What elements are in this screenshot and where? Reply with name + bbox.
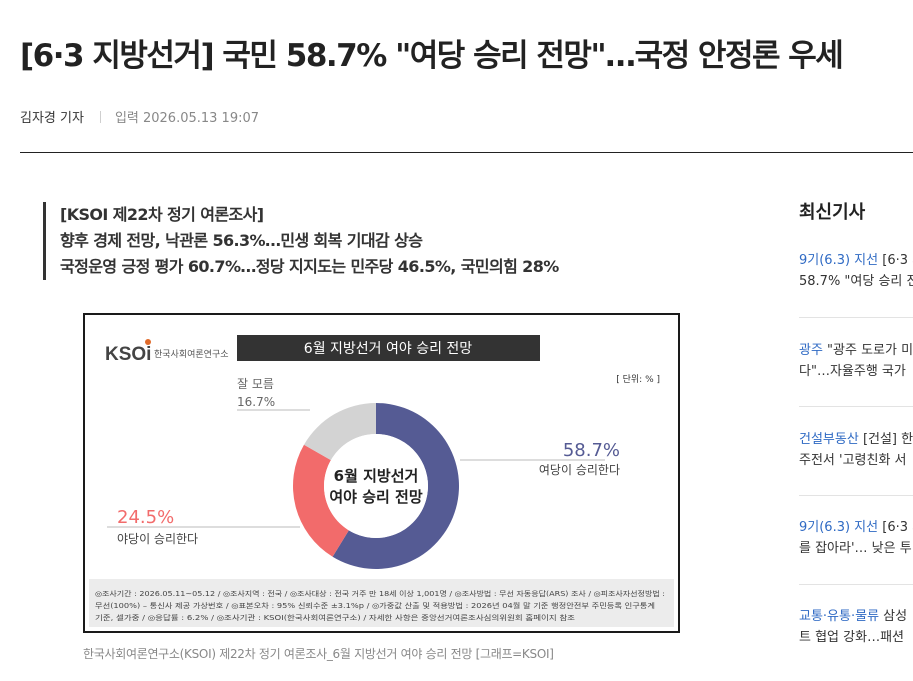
- footnote-line: 무선(100%) – 통신사 제공 가상번호 / ◎표본오차 : 95% 신뢰수…: [95, 601, 655, 610]
- reporter-name[interactable]: 김자경 기자: [20, 111, 84, 126]
- article-title-line[interactable]: [6·3 지방선거] 국민: [882, 253, 913, 268]
- donut-center-line1: 6월 지방선거: [334, 467, 419, 485]
- unknown-category-label: 잘 모름: [237, 377, 274, 391]
- footnote-line: ◎조사기간 : 2026.05.11~05.12 / ◎조사지역 : 전국 / …: [95, 589, 665, 598]
- article-category-link[interactable]: 9기(6.3) 지선: [799, 253, 879, 268]
- footnote-box: [89, 579, 674, 627]
- article-title-line[interactable]: 주전서 '고령친화 서: [799, 453, 907, 468]
- article-title-line[interactable]: [6·3 지: [882, 520, 913, 535]
- subtitle-line: 국정운영 긍정 평가 60.7%…정당 지지도는 민주당 46.5%, 국민의힘…: [60, 257, 559, 276]
- article-category-link[interactable]: 9기(6.3) 지선: [799, 520, 879, 535]
- latest-article-item[interactable]: 건설부동산 [건설] 한 주전서 '고령친화 서: [799, 429, 913, 471]
- unknown-value-label: 16.7%: [237, 395, 275, 409]
- article-title-line[interactable]: 다"…자율주행 국가: [799, 364, 906, 379]
- donut-slice-ruling: [332, 403, 459, 569]
- ksoi-logo: KSOi: [105, 344, 151, 365]
- donut-slice-unknown: [303, 403, 376, 461]
- donut-slice-opposition: [292, 444, 349, 557]
- article-subtitles: [KSOI 제22차 정기 여론조사] 향후 경제 전망, 낙관론 56.3%……: [43, 202, 559, 280]
- published-time: 입력 2026.05.13 19:07: [114, 111, 260, 126]
- unit-label: [ 단위: % ]: [616, 374, 660, 385]
- article-title-line[interactable]: 삼성: [879, 609, 908, 624]
- subtitle-line: [KSOI 제22차 정기 여론조사]: [60, 205, 264, 224]
- latest-article-item[interactable]: 9기(6.3) 지선 [6·3 지 를 잡아라'… 낮은 투: [799, 517, 913, 559]
- sidebar-divider: [799, 406, 913, 407]
- sidebar-divider: [799, 584, 913, 585]
- ruling-category-label: 여당이 승리한다: [539, 463, 620, 477]
- article-title-line[interactable]: 를 잡아라'… 낮은 투: [799, 541, 912, 556]
- donut-center: [324, 434, 428, 538]
- latest-article-item[interactable]: 광주 "광주 도로가 미래의 도로 다"…자율주행 국가: [799, 340, 913, 382]
- sidebar-divider: [799, 317, 913, 318]
- article-byline: 김자경 기자 입력 2026.05.13 19:07: [20, 107, 259, 126]
- donut-center-line2: 여야 승리 전망: [329, 488, 422, 506]
- article-title-line[interactable]: 트 협업 강화…패션: [799, 630, 904, 645]
- title-banner: [237, 335, 540, 361]
- article-headline: [6·3 지방선거] 국민 58.7% "여당 승리 전망"…국정 안정론 우세: [20, 38, 844, 74]
- latest-article-item[interactable]: 교통·유통·물류 삼성 트 협업 강화…패션: [799, 606, 913, 648]
- article-category-link[interactable]: 교통·유통·물류: [799, 609, 880, 624]
- chart-title: 6월 지방선거 여야 승리 전망: [304, 341, 473, 357]
- donut-ring: [292, 403, 459, 569]
- article-category-link[interactable]: 건설부동산: [799, 432, 859, 447]
- article-title-line[interactable]: "광주 도로가 미래의 도로: [827, 343, 913, 358]
- ruling-value-label: 58.7%: [563, 440, 620, 461]
- figure-caption: 한국사회여론연구소(KSOI) 제22차 정기 여론조사_6월 지방선거 여야 …: [83, 647, 554, 661]
- logo-org-name: 한국사회여론연구소: [154, 348, 229, 360]
- donut-chart-graphic: KSOi 한국사회여론연구소 6월 지방선거 여야 승리 전망 [ 단위: % …: [89, 335, 674, 627]
- article-title-line[interactable]: 58.7% "여당 승리 전망": [799, 274, 913, 289]
- article-category-link[interactable]: 광주: [799, 343, 823, 358]
- logo-dot: [145, 339, 151, 345]
- sidebar-title: 최신기사: [799, 202, 866, 223]
- latest-article-item[interactable]: 9기(6.3) 지선 [6·3 지방선거] 국민 58.7% "여당 승리 전망…: [799, 250, 913, 292]
- subtitle-line: 향후 경제 전망, 낙관론 56.3%…민생 회복 기대감 상승: [60, 231, 423, 250]
- footnote-line: 기준, 셀가중 / ◎응답률 : 6.2% / ◎조사기관 : KSOI(한국사…: [95, 613, 576, 622]
- opposition-value-label: 24.5%: [117, 507, 174, 528]
- article-title-line[interactable]: [건설] 한: [858, 432, 913, 447]
- article-figure[interactable]: KSOi 한국사회여론연구소 6월 지방선거 여야 승리 전망 [ 단위: % …: [83, 313, 680, 633]
- byline-divider: [99, 110, 101, 123]
- opposition-category-label: 야당이 승리한다: [117, 532, 198, 546]
- header-divider: [20, 152, 913, 153]
- sidebar-divider: [799, 495, 913, 496]
